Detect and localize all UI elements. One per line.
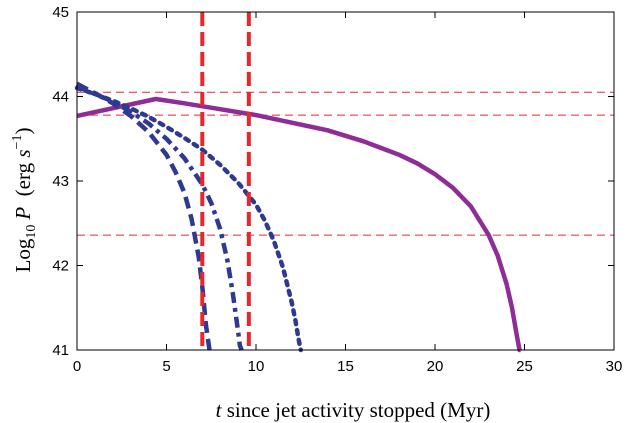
x-tick-label: 30	[606, 358, 623, 375]
plot-frame	[76, 11, 615, 351]
x-axis-title: t since jet activity stopped (Myr)	[216, 398, 491, 422]
y-tick-label: 42	[52, 258, 69, 275]
x-tick-label: 15	[337, 358, 354, 375]
reference-vlines	[200, 12, 251, 350]
x-tick-label: 10	[248, 358, 265, 375]
x-tick-label: 25	[516, 358, 533, 375]
y-axis-title: Log10P (erg s−1)	[10, 128, 39, 273]
series-line-dotted	[74, 85, 304, 353]
reference-hlines	[77, 91, 614, 236]
x-tick-label: 20	[427, 358, 444, 375]
series-layer	[74, 81, 522, 353]
y-tick-label: 43	[52, 173, 69, 190]
series-line-solid	[76, 96, 522, 353]
y-tick-label: 45	[52, 4, 69, 21]
y-tick-label: 41	[52, 342, 69, 359]
axis-ticks: 0 5 10 15 20 25 30 41 42 43 44 45	[52, 4, 622, 375]
y-tick-label: 44	[52, 89, 69, 106]
x-tick-label: 5	[162, 358, 170, 375]
series-line-dashdot	[76, 84, 244, 351]
x-tick-label: 0	[73, 358, 81, 375]
series-line-dashed	[75, 81, 212, 351]
